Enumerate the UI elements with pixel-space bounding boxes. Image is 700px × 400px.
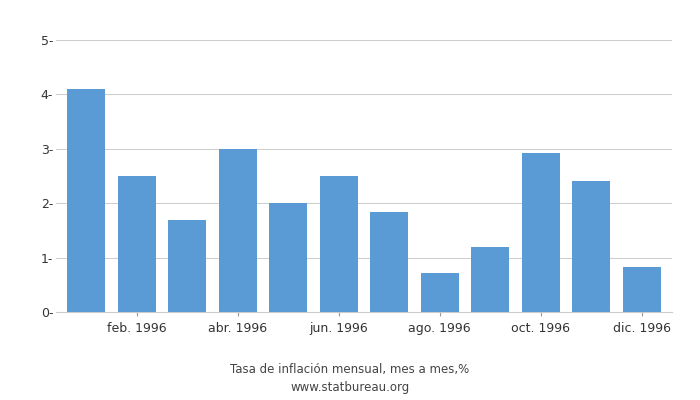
Bar bbox=[168, 220, 206, 312]
Bar bbox=[219, 149, 257, 312]
Bar bbox=[522, 153, 560, 312]
Text: Tasa de inflación mensual, mes a mes,%: Tasa de inflación mensual, mes a mes,% bbox=[230, 364, 470, 376]
Bar bbox=[421, 273, 458, 312]
Bar bbox=[118, 176, 155, 312]
Bar bbox=[623, 267, 661, 312]
Bar bbox=[67, 89, 105, 312]
Bar bbox=[471, 247, 509, 312]
Bar bbox=[320, 176, 358, 312]
Bar bbox=[370, 212, 408, 312]
Text: www.statbureau.org: www.statbureau.org bbox=[290, 382, 410, 394]
Bar bbox=[270, 203, 307, 312]
Bar bbox=[573, 182, 610, 312]
